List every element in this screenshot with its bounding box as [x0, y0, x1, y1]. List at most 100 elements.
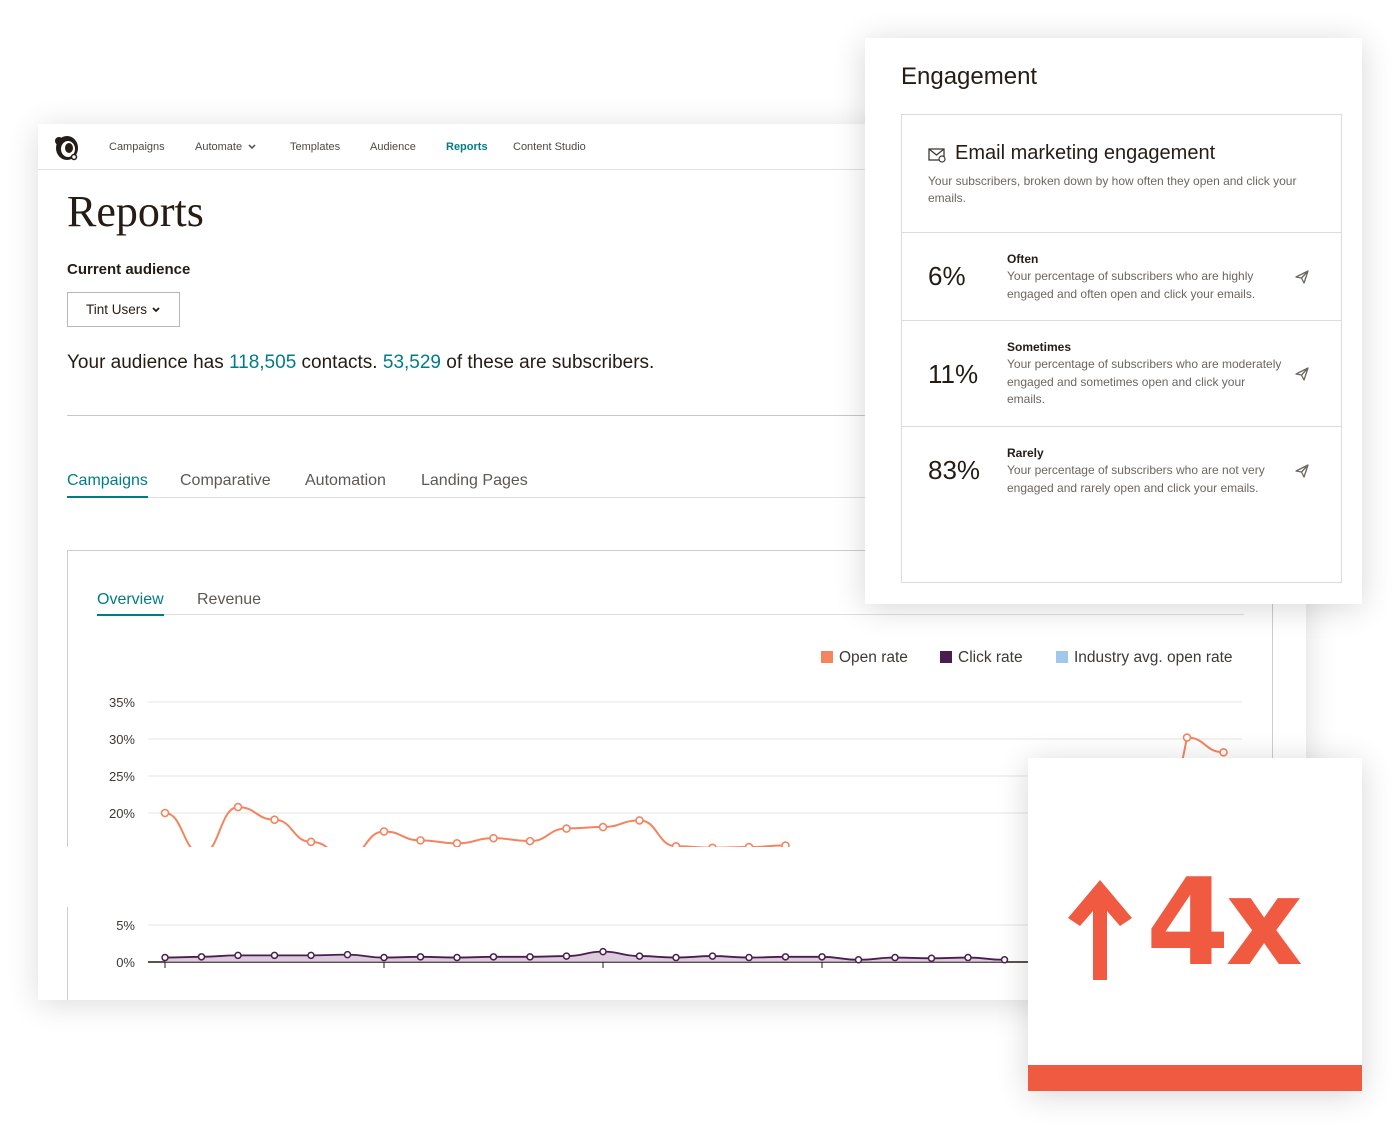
click-rate-point: [453, 953, 461, 962]
audience-summary-middle: contacts.: [296, 352, 383, 373]
nav-audience[interactable]: Audience: [370, 141, 416, 153]
open-rate-point: [233, 802, 243, 812]
chevron-down-icon: [248, 144, 256, 150]
click-rate-point: [1000, 956, 1009, 964]
legend-label-click-rate: Click rate: [958, 649, 1023, 666]
click-rate-point: [562, 952, 571, 960]
nav-automate-label: Automate: [195, 141, 243, 153]
send-icon[interactable]: [1294, 269, 1310, 285]
engagement-row-often: 6% Often Your percentage of subscribers …: [902, 233, 1341, 321]
y-tick-label: 25%: [109, 769, 135, 784]
click-rate-point: [380, 953, 388, 962]
legend-industry-avg[interactable]: Industry avg. open rate: [1056, 649, 1233, 667]
engagement-desc: Your percentage of subscribers who are h…: [1007, 269, 1256, 301]
engagement-title: Engagement: [901, 63, 1038, 90]
click-rate-point: [307, 951, 315, 960]
click-rate-point: [964, 953, 972, 962]
open-rate-point: [525, 836, 535, 846]
audience-summary: Your audience has 118,505 contacts. 53,5…: [67, 352, 654, 374]
open-rate-point: [489, 833, 498, 843]
subtab-revenue[interactable]: Revenue: [197, 591, 262, 608]
engagement-row-sometimes: 11% Sometimes Your percentage of subscri…: [902, 321, 1341, 427]
open-rate-point: [635, 816, 644, 825]
click-rate-point: [818, 953, 826, 961]
click-rate-point: [161, 953, 169, 962]
legend-click-rate[interactable]: Click rate: [940, 649, 1023, 667]
open-rate-point: [562, 824, 571, 833]
audience-select[interactable]: Tint Users: [67, 292, 180, 327]
top-navigation: Campaigns Automate Templates Audience Re…: [38, 124, 1306, 170]
growth-multiplier: 4x: [1146, 854, 1303, 993]
engagement-label: Often: [1007, 252, 1039, 266]
tab-comparative[interactable]: Comparative: [180, 472, 271, 489]
nav-reports[interactable]: Reports: [446, 141, 488, 153]
engagement-desc: Your percentage of subscribers who are n…: [1007, 463, 1265, 495]
chevron-down-icon: [152, 307, 160, 313]
open-rate-point: [1219, 748, 1228, 757]
nav-content-studio[interactable]: Content Studio: [513, 141, 586, 153]
open-rate-point: [306, 837, 316, 847]
legend-open-rate[interactable]: Open rate: [821, 649, 908, 667]
click-rate-point: [708, 952, 717, 960]
nav-automate[interactable]: Automate: [195, 141, 257, 153]
legend-label-open-rate: Open rate: [839, 649, 908, 666]
click-rate-point: [745, 953, 753, 962]
click-rate-point: [635, 952, 644, 960]
click-rate-point: [270, 951, 279, 960]
tab-campaigns[interactable]: Campaigns: [67, 472, 148, 498]
subscribers-count: 53,529: [382, 352, 441, 373]
open-rate-point: [416, 836, 425, 845]
current-audience-label: Current audience: [67, 261, 191, 278]
tab-landing-pages[interactable]: Landing Pages: [421, 472, 528, 489]
click-rate-area: [165, 951, 1005, 962]
engagement-pct: 11%: [928, 359, 979, 389]
legend-swatch-click-rate: [940, 651, 952, 663]
click-rate-point: [197, 953, 206, 961]
contacts-count: 118,505: [228, 352, 297, 373]
click-rate-point: [343, 950, 352, 959]
y-tick-label: 20%: [109, 806, 135, 821]
audience-select-value: Tint Users: [86, 302, 148, 317]
click-rate-point: [891, 953, 899, 962]
nav-campaigns[interactable]: Campaigns: [109, 141, 165, 153]
engagement-desc: Your percentage of subscribers who are m…: [1007, 357, 1282, 406]
engagement-panel: Engagement Email marketing engagement Yo…: [865, 38, 1362, 604]
click-rate-point: [781, 953, 790, 961]
legend-swatch-industry-avg: [1056, 651, 1068, 663]
click-rate-point: [489, 953, 498, 961]
divider: [67, 415, 1306, 416]
chart-subtabs: Overview Revenue: [97, 589, 1244, 616]
open-rate-point: [270, 815, 279, 824]
tab-automation[interactable]: Automation: [305, 472, 386, 489]
engagement-card: Email marketing engagement Your subscrib…: [901, 114, 1342, 583]
engagement-row-rarely: 83% Rarely Your percentage of subscriber…: [902, 427, 1341, 517]
legend-swatch-open-rate: [821, 651, 833, 663]
engagement-pct: 83%: [928, 455, 981, 485]
open-rate-point: [379, 827, 389, 836]
mailchimp-logo-icon[interactable]: [52, 132, 82, 162]
badge-accent-bar: [1028, 1065, 1362, 1091]
send-icon[interactable]: [1294, 463, 1310, 479]
engagement-card-desc: Your subscribers, broken down by how oft…: [928, 174, 1297, 205]
click-rate-point: [854, 956, 863, 964]
subtab-overview[interactable]: Overview: [97, 591, 164, 616]
click-rate-point: [416, 953, 425, 961]
report-tabs: Campaigns Comparative Automation Landing…: [67, 469, 1306, 498]
click-rate-point: [672, 953, 680, 962]
click-rate-point: [526, 953, 534, 961]
y-tick-label: 5%: [116, 918, 135, 933]
send-icon[interactable]: [1294, 366, 1310, 382]
audience-summary-suffix: of these are subscribers.: [441, 352, 655, 373]
up-arrow-icon: [1068, 880, 1132, 980]
click-rate-line: [164, 950, 1005, 961]
open-rate-point: [1182, 733, 1192, 742]
legend-label-industry-avg: Industry avg. open rate: [1074, 649, 1233, 666]
open-rate-point: [598, 822, 608, 832]
y-tick-label: 30%: [109, 732, 135, 747]
page-title: Reports: [67, 187, 204, 236]
engagement-card-title: Email marketing engagement: [955, 142, 1216, 164]
engagement-pct: 6%: [928, 261, 966, 291]
y-tick-label: 35%: [109, 695, 135, 710]
click-rate-point: [234, 951, 242, 960]
nav-templates[interactable]: Templates: [290, 141, 341, 153]
